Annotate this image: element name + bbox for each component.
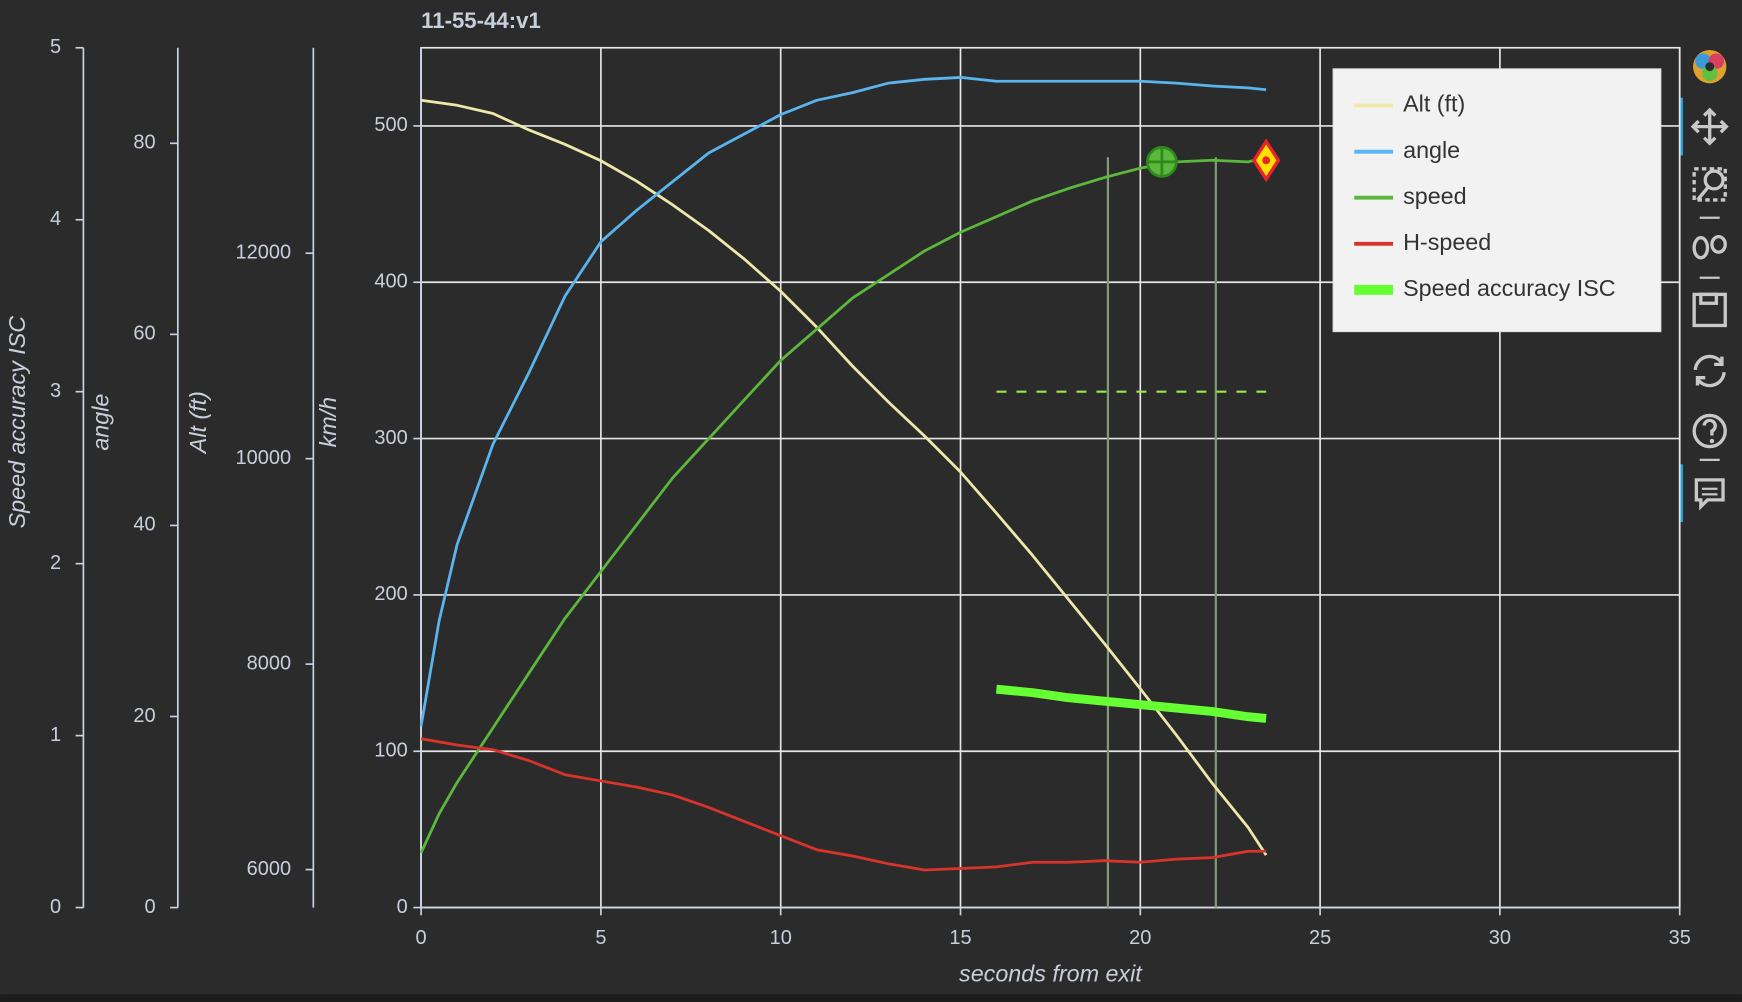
save-tool[interactable] [1692, 292, 1727, 328]
y2-tick-label: 10000 [236, 447, 292, 469]
legend-label: angle [1403, 137, 1460, 163]
help-tool[interactable] [1692, 413, 1727, 462]
y2-tick-label: 12000 [236, 241, 292, 263]
legend: Alt (ft) angle speed H-speed Speed accuracy … [1332, 68, 1662, 333]
y3-tick-label: 40 [133, 514, 155, 536]
bottom-strip [0, 994, 1742, 1002]
y-tick-label: 400 [374, 271, 407, 293]
y-tick-label: 200 [374, 583, 407, 605]
y3-tick-label: 20 [133, 705, 155, 727]
legend-label: Speed accuracy ISC [1403, 275, 1616, 301]
y-tick-label: 100 [374, 740, 407, 762]
y3-tick-label: 80 [133, 132, 155, 154]
y3-tick-label: 60 [133, 323, 155, 345]
series-line [420, 98, 1268, 856]
y-axis-title: km/h [315, 397, 341, 448]
y4-tick-label: 2 [50, 552, 61, 574]
marker [1251, 138, 1281, 183]
bokeh-logo[interactable] [1693, 49, 1727, 84]
series-line [419, 76, 1267, 727]
wheel-zoom-tool[interactable] [1692, 234, 1727, 279]
marker [1146, 146, 1178, 178]
y2-axis-title: Alt (ft) [185, 391, 211, 455]
hover-tool[interactable] [1694, 478, 1725, 511]
y4-tick-label: 5 [50, 36, 61, 58]
y4-tick-label: 0 [50, 896, 61, 918]
x-tick-label: 5 [595, 927, 606, 949]
series-line [995, 684, 1267, 723]
y3-tick-label: 0 [144, 896, 155, 918]
x-tick-label: 25 [1309, 927, 1331, 949]
active-indicator [1679, 97, 1684, 156]
x-tick-label: 35 [1669, 927, 1691, 949]
chart-title: 11-55-44:v1 [421, 8, 541, 33]
x-tick-label: 15 [949, 927, 971, 949]
y2-tick-label: 8000 [247, 652, 291, 674]
y-tick-label: 500 [374, 114, 407, 136]
box-zoom-tool[interactable] [1692, 167, 1727, 219]
marker-dot [1262, 156, 1271, 165]
x-tick-label: 10 [770, 927, 792, 949]
series-line [419, 155, 1267, 854]
active-indicator [1679, 464, 1684, 523]
y4-tick-label: 1 [50, 724, 61, 746]
x-axis-title: seconds from exit [959, 960, 1143, 986]
y4-tick-label: 4 [50, 208, 61, 230]
y4-axis-title: Speed accuracy ISC [4, 316, 30, 529]
x-tick-label: 20 [1129, 927, 1151, 949]
y4-tick-label: 3 [50, 380, 61, 402]
y-tick-label: 0 [397, 896, 408, 918]
y-tick-label: 300 [374, 427, 407, 449]
y2-tick-label: 6000 [247, 858, 291, 880]
legend-label: speed [1403, 183, 1467, 209]
legend-label: Alt (ft) [1403, 91, 1465, 117]
y3-axis-title: angle [87, 394, 113, 451]
x-tick-label: 30 [1489, 927, 1511, 949]
pan-tool[interactable] [1690, 107, 1729, 146]
toolbar [1679, 49, 1729, 523]
reset-tool[interactable] [1693, 354, 1726, 388]
series-line [420, 737, 1267, 872]
legend-label: H-speed [1403, 229, 1491, 255]
x-tick-label: 0 [416, 927, 427, 949]
